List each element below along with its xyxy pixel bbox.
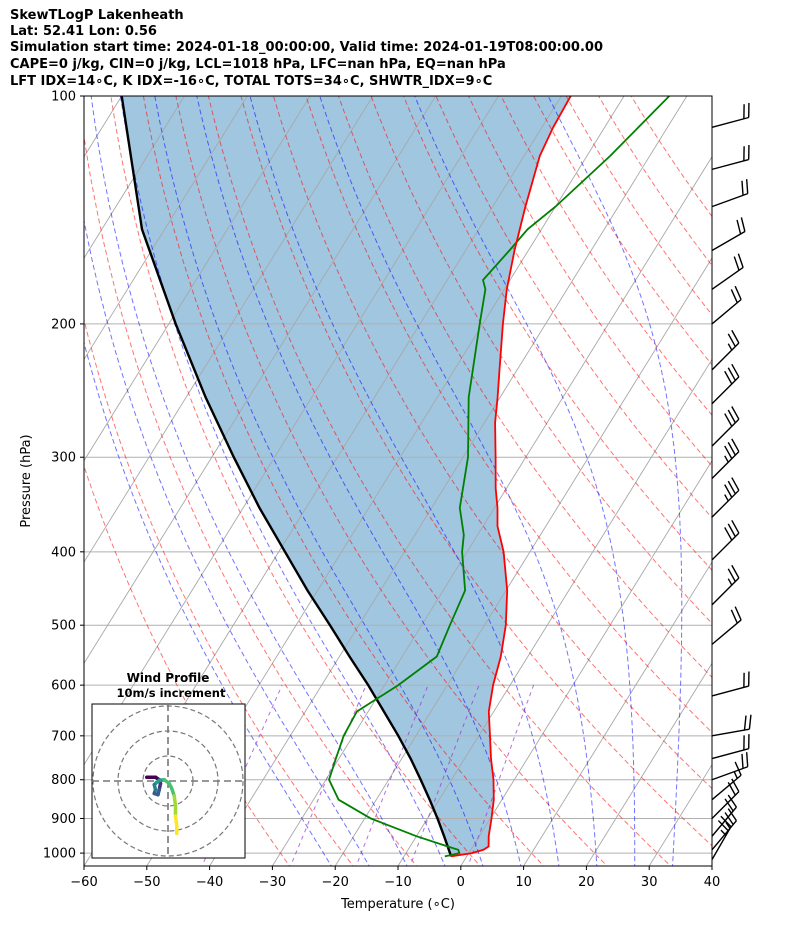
- wind-barb: [711, 285, 742, 325]
- isotherm: [586, 662, 712, 866]
- isotherm: [397, 358, 712, 866]
- dry-adiabat: [500, 96, 712, 416]
- mixing-ratio-line: [355, 684, 429, 866]
- isotherm: [460, 459, 712, 866]
- wind-barb: [711, 671, 750, 697]
- cape-line: CAPE=0 j/kg, CIN=0 j/kg, LCL=1018 hPa, L…: [10, 57, 506, 72]
- cin-shading: [121, 96, 571, 857]
- parcel-profile-line: [120, 96, 453, 857]
- y-tick-label: 800: [51, 773, 76, 788]
- wind-barb: [711, 144, 750, 171]
- y-tick-label: 100: [51, 90, 76, 105]
- moist-adiabat: [196, 96, 522, 866]
- x-tick-label: 30: [641, 875, 658, 890]
- x-tick-label: 20: [578, 875, 595, 890]
- index-line: LFT IDX=14∘C, K IDX=-16∘C, TOTAL TOTS=34…: [10, 74, 493, 89]
- dry-adiabat: [84, 317, 354, 866]
- dry-adiabat: [598, 96, 712, 267]
- moist-adiabat: [84, 217, 370, 866]
- y-tick-label: 1000: [43, 847, 76, 862]
- x-tick-label: −20: [321, 875, 348, 890]
- y-tick-label: 400: [51, 545, 76, 560]
- dry-adiabat: [337, 96, 712, 679]
- y-axis-label: Pressure (hPa): [19, 434, 34, 527]
- wind-barb: [711, 752, 749, 781]
- location-line: Lat: 52.41 Lon: 0.56: [10, 24, 157, 39]
- isotherm: [209, 96, 688, 866]
- wind-barb: [711, 761, 742, 801]
- x-tick-label: 10: [515, 875, 532, 890]
- dry-adiabat: [402, 96, 712, 571]
- x-tick-label: 0: [457, 875, 465, 890]
- wind-barb: [711, 606, 742, 645]
- moist-adiabat: [90, 96, 408, 866]
- x-tick-label: −40: [196, 875, 223, 890]
- x-axis-label: Temperature (∘C): [340, 897, 455, 912]
- mixing-ratio-line: [467, 684, 535, 866]
- wind-barb: [711, 808, 738, 851]
- dry-adiabat: [142, 96, 545, 866]
- chart-title: SkewTLogP Lakenheath: [10, 8, 184, 23]
- wind-barb: [711, 794, 738, 837]
- isotherm: [648, 763, 712, 866]
- wind-barb: [711, 329, 740, 371]
- wind-barb: [711, 734, 750, 760]
- isotherm: [84, 96, 437, 665]
- dry-adiabat: [175, 96, 608, 866]
- wind-barb: [711, 564, 740, 606]
- hodograph-title: Wind Profile: [127, 671, 210, 685]
- x-tick-label: −60: [70, 875, 97, 890]
- x-tick-label: −10: [384, 875, 411, 890]
- dry-adiabat: [305, 96, 712, 734]
- wind-barb: [711, 217, 746, 252]
- time-line: Simulation start time: 2024-01-18_00:00:…: [10, 40, 603, 55]
- wind-barb: [711, 714, 752, 737]
- moist-adiabat: [119, 96, 446, 866]
- wind-barb: [711, 363, 740, 405]
- isotherm: [84, 96, 248, 361]
- dry-adiabat: [435, 96, 712, 519]
- isotherm: [711, 865, 712, 866]
- y-tick-label: 500: [51, 619, 76, 634]
- x-tick-label: −50: [133, 875, 160, 890]
- dry-adiabat: [84, 464, 291, 866]
- dry-adiabat: [565, 96, 712, 316]
- wind-barb: [711, 477, 740, 518]
- y-tick-label: 200: [51, 317, 76, 332]
- moist-adiabat: [319, 96, 598, 866]
- isotherm: [272, 155, 712, 866]
- dry-adiabat: [207, 96, 672, 866]
- temperature-line: [450, 96, 572, 858]
- isotherm: [334, 257, 712, 866]
- wind-barb: [711, 102, 750, 129]
- wind-barb: [711, 406, 740, 447]
- moist-adiabat: [249, 96, 560, 866]
- y-tick-label: 700: [51, 729, 76, 744]
- wind-barb: [711, 520, 740, 561]
- dewpoint-line: [328, 96, 670, 858]
- wind-barb: [711, 253, 744, 290]
- y-tick-label: 300: [51, 451, 76, 466]
- y-tick-label: 900: [51, 812, 76, 827]
- x-tick-label: 40: [704, 875, 721, 890]
- hodograph-subtitle: 10m/s increment: [117, 686, 226, 700]
- isotherm: [84, 96, 185, 259]
- dry-adiabat: [110, 96, 481, 866]
- wind-barb: [711, 179, 749, 208]
- mixing-ratio-line: [409, 684, 480, 866]
- dry-adiabat: [370, 96, 712, 625]
- dry-adiabat: [630, 96, 712, 218]
- dry-adiabat: [240, 96, 712, 847]
- y-tick-label: 600: [51, 679, 76, 694]
- dry-adiabat: [468, 96, 712, 467]
- mixing-ratio-line: [290, 684, 367, 866]
- moist-adiabat: [154, 96, 484, 866]
- x-tick-label: −30: [259, 875, 286, 890]
- wind-barb: [711, 438, 740, 479]
- isotherm: [84, 96, 311, 462]
